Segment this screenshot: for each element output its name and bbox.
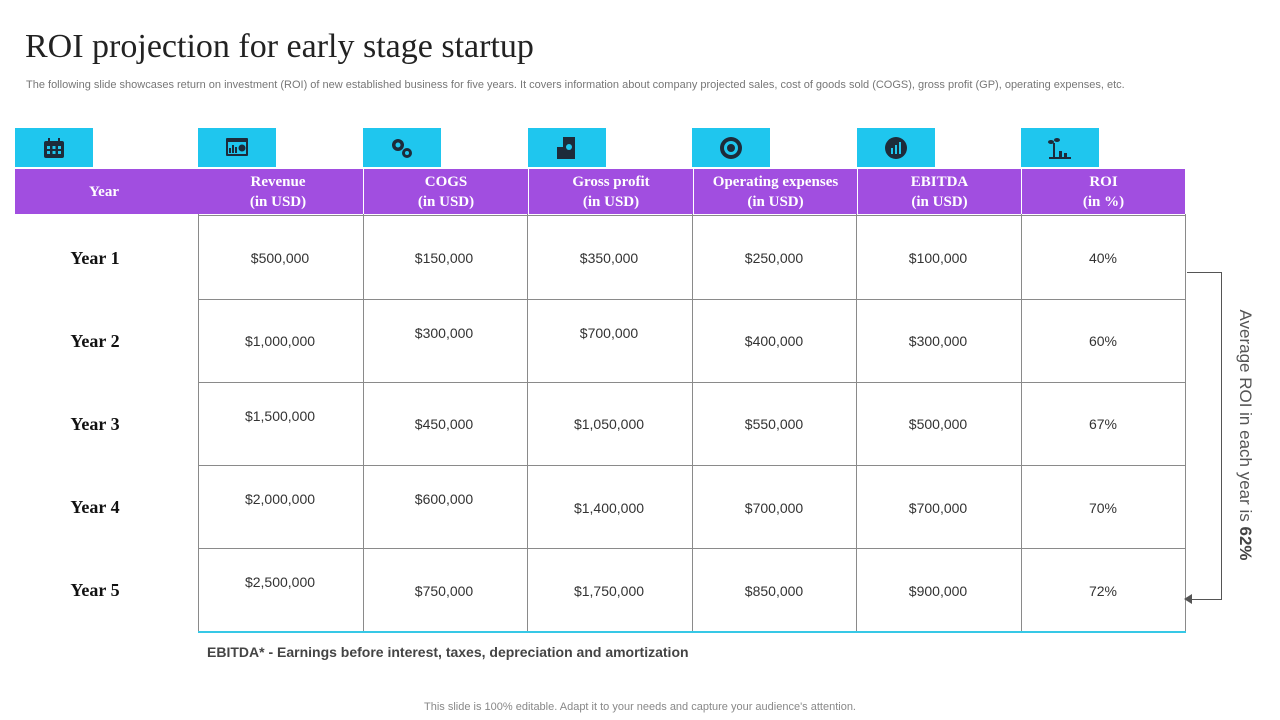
icon-box-operating-expenses xyxy=(692,128,770,167)
page-title: ROI projection for early stage startup xyxy=(25,28,534,65)
header-label: Year xyxy=(89,183,119,200)
header-label: Gross profit xyxy=(572,173,650,190)
header-revenue: Revenue (in USD) xyxy=(193,169,363,214)
ebitda-cell: $300,000 xyxy=(908,333,968,349)
gross-profit-cell: $1,750,000 xyxy=(573,583,645,599)
header-label: EBITDA xyxy=(910,173,969,190)
dashboard-icon xyxy=(226,137,248,156)
header-operating-expenses: Operating expenses (in USD) xyxy=(693,169,857,214)
cogs-cell: $300,000 xyxy=(414,325,474,341)
average-roi-value: 62% xyxy=(1236,526,1255,561)
header-unit: (in USD) xyxy=(249,193,307,210)
grid-line xyxy=(198,465,1186,466)
roi-cell: 67% xyxy=(1088,416,1118,432)
icon-box-roi xyxy=(1021,128,1099,167)
revenue-cell: $2,000,000 xyxy=(244,491,316,507)
header-label: Operating expenses xyxy=(712,173,839,190)
year-label: Year 1 xyxy=(70,248,120,268)
grid-line xyxy=(1185,214,1186,632)
operating-expenses-cell: $550,000 xyxy=(744,416,804,432)
gross-profit-cell: $1,400,000 xyxy=(573,500,645,516)
roi-cell: 70% xyxy=(1088,500,1118,516)
grid-line xyxy=(1021,214,1022,632)
roi-cell: 60% xyxy=(1088,333,1118,349)
revenue-cell: $2,500,000 xyxy=(244,574,316,590)
header-unit: (in USD) xyxy=(747,193,804,210)
grid-line xyxy=(198,215,1186,216)
editable-note: This slide is 100% editable. Adapt it to… xyxy=(424,701,856,713)
operating-expenses-cell: $700,000 xyxy=(744,500,804,516)
cog-icon xyxy=(720,136,742,159)
header-year: Year xyxy=(15,169,193,214)
header-unit: (in %) xyxy=(1082,193,1125,210)
cogs-cell: $600,000 xyxy=(414,491,474,507)
revenue-cell: $1,500,000 xyxy=(244,408,316,424)
ebitda-cell: $700,000 xyxy=(908,500,968,516)
header-unit: (in USD) xyxy=(417,193,475,210)
calendar-icon xyxy=(44,137,64,158)
header-label: Revenue xyxy=(250,173,306,190)
grid-line xyxy=(856,214,857,632)
grid-line xyxy=(363,214,364,632)
cogs-cell: $450,000 xyxy=(414,416,474,432)
header-gross-profit: Gross profit (in USD) xyxy=(528,169,693,214)
icon-box-year xyxy=(15,128,93,167)
year-label: Year 5 xyxy=(70,580,120,600)
operating-expenses-cell: $400,000 xyxy=(744,333,804,349)
roi-cell: 40% xyxy=(1088,250,1118,266)
pie-chart-icon xyxy=(885,136,907,159)
icon-box-ebitda xyxy=(857,128,935,167)
gross-profit-cell: $350,000 xyxy=(579,250,639,266)
icon-box-cogs xyxy=(363,128,441,167)
revenue-cell: $500,000 xyxy=(250,250,310,266)
revenue-cell: $1,000,000 xyxy=(244,333,316,349)
cogs-cell: $750,000 xyxy=(414,583,474,599)
grid-line xyxy=(527,214,528,632)
grid-line xyxy=(198,214,199,632)
cogs-cell: $150,000 xyxy=(414,250,474,266)
page-subtitle: The following slide showcases return on … xyxy=(26,79,1125,91)
arrow-left-icon xyxy=(1184,594,1192,604)
grid-line xyxy=(198,299,1186,300)
header-roi: ROI (in %) xyxy=(1021,169,1185,214)
building-icon xyxy=(557,136,575,159)
grid-line xyxy=(198,548,1186,549)
average-roi-text: Average ROI in each year is xyxy=(1236,309,1255,527)
year-label: Year 3 xyxy=(70,414,120,434)
operating-expenses-cell: $250,000 xyxy=(744,250,804,266)
gross-profit-cell: $700,000 xyxy=(579,325,639,341)
icon-box-gross-profit xyxy=(528,128,606,167)
header-unit: (in USD) xyxy=(911,193,968,210)
gears-icon xyxy=(392,138,412,158)
roi-bracket xyxy=(1187,272,1222,600)
icon-box-revenue xyxy=(198,128,276,167)
header-label: COGS xyxy=(424,173,468,190)
header-ebitda: EBITDA (in USD) xyxy=(857,169,1021,214)
year-label: Year 4 xyxy=(70,497,120,517)
ebitda-cell: $500,000 xyxy=(908,416,968,432)
grid-line xyxy=(198,382,1186,383)
header-cogs: COGS (in USD) xyxy=(363,169,528,214)
ebitda-cell: $900,000 xyxy=(908,583,968,599)
plant-growth-icon xyxy=(1048,137,1071,159)
ebitda-cell: $100,000 xyxy=(908,250,968,266)
operating-expenses-cell: $850,000 xyxy=(744,583,804,599)
header-label: ROI xyxy=(1089,173,1118,190)
year-label: Year 2 xyxy=(70,331,120,351)
table-bottom-line xyxy=(198,631,1186,633)
average-roi-note: Average ROI in each year is 62% xyxy=(1235,309,1255,560)
header-unit: (in USD) xyxy=(582,193,640,210)
grid-line xyxy=(692,214,693,632)
roi-cell: 72% xyxy=(1088,583,1118,599)
gross-profit-cell: $1,050,000 xyxy=(573,416,645,432)
ebitda-footnote: EBITDA* - Earnings before interest, taxe… xyxy=(207,644,689,660)
